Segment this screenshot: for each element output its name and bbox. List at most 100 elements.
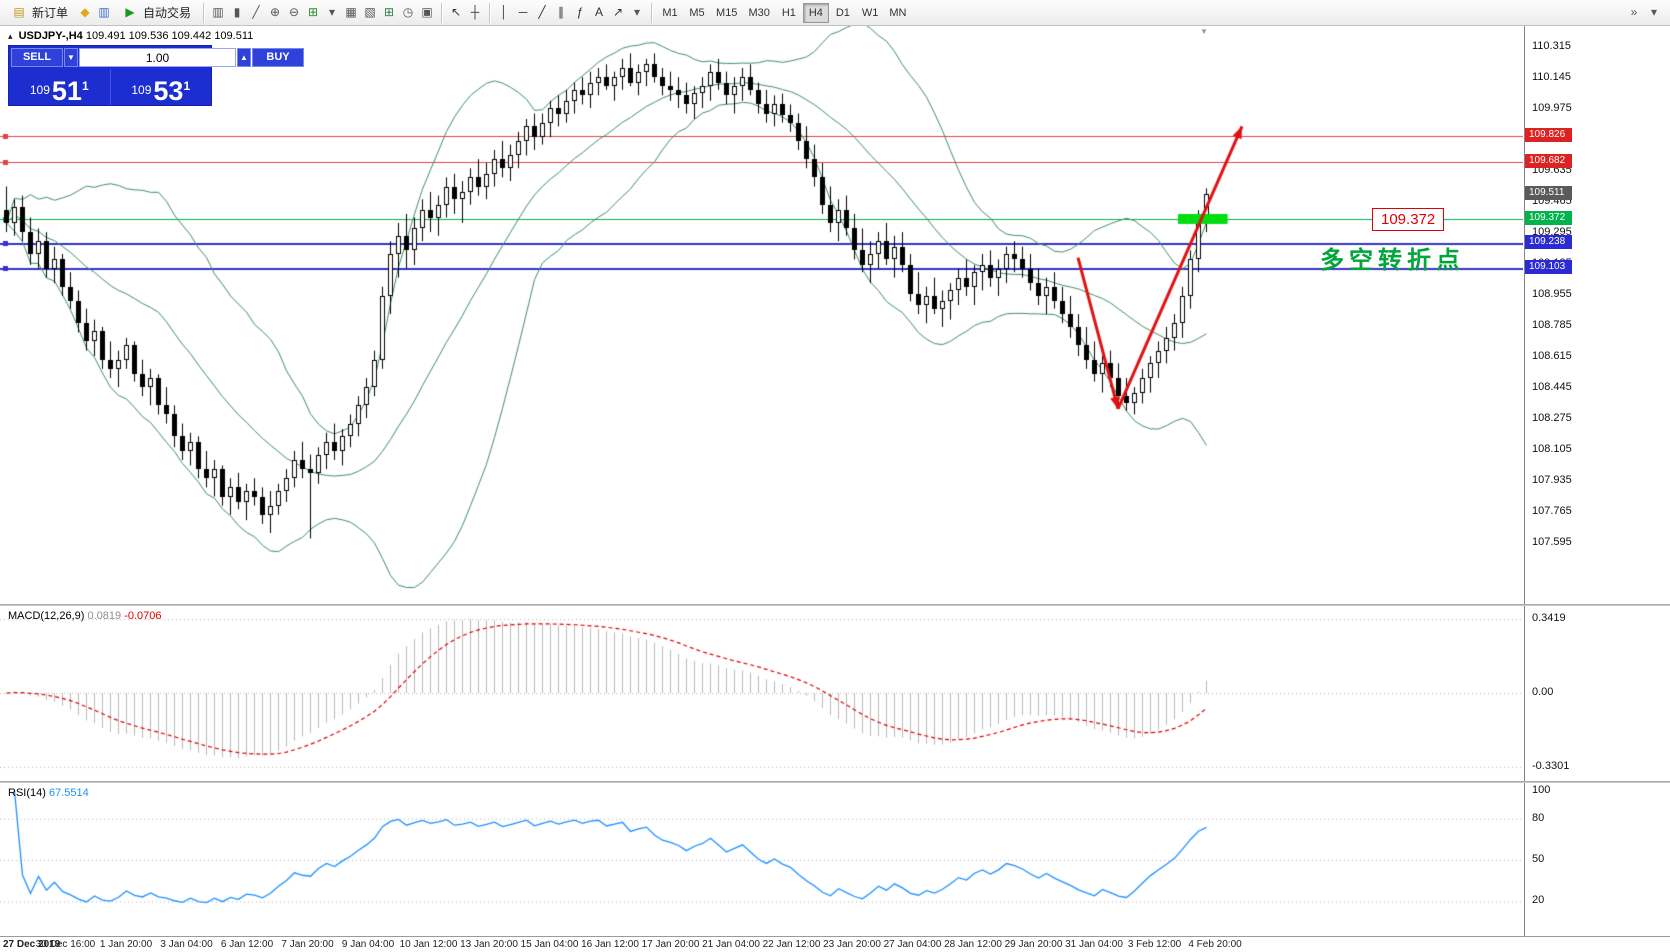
candlestick-chart-icon[interactable]: ▮: [233, 4, 241, 19]
horizontal-line-icon[interactable]: ─: [518, 4, 528, 19]
price-axis-label: 110.315: [1532, 40, 1571, 52]
indicators-icon[interactable]: ⊞: [308, 4, 319, 19]
time-axis-separator: [0, 936, 1670, 937]
macd-canvas[interactable]: [0, 606, 1523, 781]
time-axis-label: 7 Jan 20:00: [281, 939, 334, 950]
rsi-scale-label: 100: [1532, 784, 1551, 796]
time-axis[interactable]: 27 Dec 2019 30 Dec 16:00 1 Jan 20:00 3 Jan …: [0, 937, 1524, 952]
new-order-label: 新订单: [32, 6, 69, 20]
timeframe-button-m5[interactable]: M5: [689, 6, 705, 19]
macd-scale-label: 0.00: [1532, 686, 1554, 698]
cascade-windows-icon[interactable]: ▧: [364, 4, 376, 19]
arrows-icon[interactable]: ↗: [613, 4, 624, 19]
price-axis-label: 107.935: [1532, 474, 1572, 486]
timeframe-button-m15[interactable]: M15: [716, 6, 738, 19]
channel-icon[interactable]: ∥: [558, 4, 565, 19]
profiles-icon[interactable]: ◷: [402, 4, 414, 19]
macd-scale-label: 0.3419: [1532, 612, 1566, 624]
timeframe-button-w1[interactable]: W1: [861, 6, 879, 19]
price-axis-label: 107.765: [1532, 505, 1572, 517]
zoom-out-icon[interactable]: ⊖: [289, 4, 300, 19]
data-window-icon[interactable]: ▥: [98, 4, 110, 19]
new-chart-icon[interactable]: ⊞: [384, 4, 395, 19]
price-axis-label: 108.615: [1532, 350, 1572, 362]
text-icon[interactable]: A: [595, 4, 604, 19]
price-axis[interactable]: 110.315110.145109.975109.805109.635109.4…: [1524, 26, 1670, 937]
time-axis-label: 23 Jan 20:00: [823, 939, 881, 950]
volume-up-button[interactable]: ▲: [237, 48, 251, 67]
price-axis-label: 108.275: [1532, 412, 1572, 424]
time-axis-label: 10 Jan 12:00: [399, 939, 458, 950]
time-axis-label: 15 Jan 04:00: [520, 939, 579, 950]
timeframe-button-m30[interactable]: M30: [748, 6, 770, 19]
vertical-line-icon[interactable]: │: [500, 4, 508, 19]
autotrade-label: 自动交易: [143, 6, 192, 20]
tile-windows-icon[interactable]: ▦: [345, 4, 357, 19]
new-order-button[interactable]: ▤ 新订单: [3, 2, 75, 24]
time-axis-label: 27 Dec 2019: [3, 939, 61, 950]
pivot-price-tag: 109.372: [1525, 210, 1572, 225]
buy-price[interactable]: 109531: [131, 76, 191, 106]
time-axis-label: 27 Jan 04:00: [883, 939, 942, 950]
bars-chart-icon[interactable]: ▥: [212, 4, 224, 19]
panel-separator-macd[interactable]: [0, 604, 1670, 606]
rsi-scale-label: 50: [1532, 853, 1545, 865]
trendline-icon[interactable]: ╱: [538, 4, 546, 19]
price-note-box[interactable]: 109.372: [1372, 208, 1445, 231]
support-price-tag-2: 109.103: [1525, 260, 1572, 274]
time-axis-label: 31 Jan 04:00: [1065, 939, 1123, 950]
zoom-in-icon[interactable]: ⊕: [270, 4, 281, 19]
timeframe-button-h4[interactable]: H4: [802, 2, 829, 23]
timeframe-button-h1[interactable]: H1: [781, 6, 796, 19]
toolbar-overflow-icon[interactable]: »: [1630, 4, 1638, 19]
arrows-caret-icon[interactable]: ▾: [634, 4, 641, 19]
sell-button[interactable]: SELL: [11, 48, 63, 67]
price-axis-label: 109.295: [1532, 226, 1572, 238]
time-axis-label: 21 Jan 04:00: [702, 939, 760, 950]
line-chart-icon[interactable]: ╱: [252, 4, 260, 19]
time-axis-label: 30 Dec 16:00: [35, 939, 96, 950]
toolbar-customize-icon[interactable]: ▾: [1650, 4, 1658, 19]
last-price-tag: 109.511: [1525, 185, 1572, 200]
market-watch-icon[interactable]: ◆: [80, 4, 90, 19]
timeframe-button-d1[interactable]: D1: [835, 6, 850, 19]
indicators-caret-icon[interactable]: ▾: [329, 4, 336, 19]
panel-separator-rsi[interactable]: [0, 781, 1670, 783]
autotrade-icon: ▶: [125, 4, 135, 19]
toolbar-separator: [441, 2, 443, 23]
volume-input[interactable]: [79, 48, 236, 67]
rsi-scale-label: 80: [1532, 811, 1545, 824]
timeframe-button-m1[interactable]: M1: [662, 6, 678, 19]
support-price-tag-1: 109.238: [1525, 235, 1572, 250]
chart-ohlc: 109.491 109.536 109.442 109.511: [85, 30, 254, 42]
autotrade-button[interactable]: ▶ 自动交易: [114, 2, 198, 24]
one-click-trading-panel: SELL ▼ ▲ BUY 109511 109531: [8, 45, 304, 106]
main-chart-canvas[interactable]: [0, 26, 1523, 604]
chart-symbol: USDJPY-,H4: [18, 30, 83, 42]
price-axis-label: 110.145: [1532, 71, 1571, 83]
time-axis-label: 29 Jan 20:00: [1004, 939, 1063, 950]
chart-window-icon[interactable]: ▣: [421, 4, 433, 19]
cursor-icon[interactable]: ↖: [451, 4, 462, 19]
buy-button[interactable]: BUY: [252, 48, 304, 67]
price-axis-label: 108.105: [1532, 443, 1572, 455]
toolbar: ▤ 新订单 ◆ ▥ ▶ 自动交易 ▥ ▮ ╱ ⊕ ⊖ ⊞ ▾ ▦ ▧ ⊞ ◷ ▣ ↖ ┼ │ ─ ╱ ∥ ƒ A ↗ ▾…: [0, 0, 1670, 26]
time-axis-label: 3 Jan 04:00: [160, 939, 213, 950]
crosshair-icon[interactable]: ┼: [470, 4, 480, 19]
fibonacci-icon[interactable]: ƒ: [576, 4, 584, 19]
chart-shift-marker[interactable]: ▼: [1200, 27, 1208, 36]
turning-point-label[interactable]: 多空转折点: [1320, 247, 1465, 274]
oneclick-toggle-icon[interactable]: ▴: [8, 31, 13, 41]
volume-down-button[interactable]: ▼: [64, 48, 78, 67]
price-axis-label: 108.445: [1532, 381, 1572, 393]
toolbar-separator: [651, 2, 653, 23]
time-axis-label: 4 Feb 20:00: [1188, 939, 1242, 950]
time-axis-label: 13 Jan 20:00: [460, 939, 518, 950]
timeframe-button-mn[interactable]: MN: [889, 6, 907, 19]
rsi-canvas[interactable]: [0, 783, 1523, 936]
time-axis-label: 22 Jan 12:00: [762, 939, 821, 950]
sell-price[interactable]: 109511: [9, 69, 111, 106]
toolbar-separator: [489, 2, 491, 23]
resistance-price-tag-2: 109.682: [1525, 154, 1572, 169]
time-axis-label: 9 Jan 04:00: [341, 939, 395, 950]
